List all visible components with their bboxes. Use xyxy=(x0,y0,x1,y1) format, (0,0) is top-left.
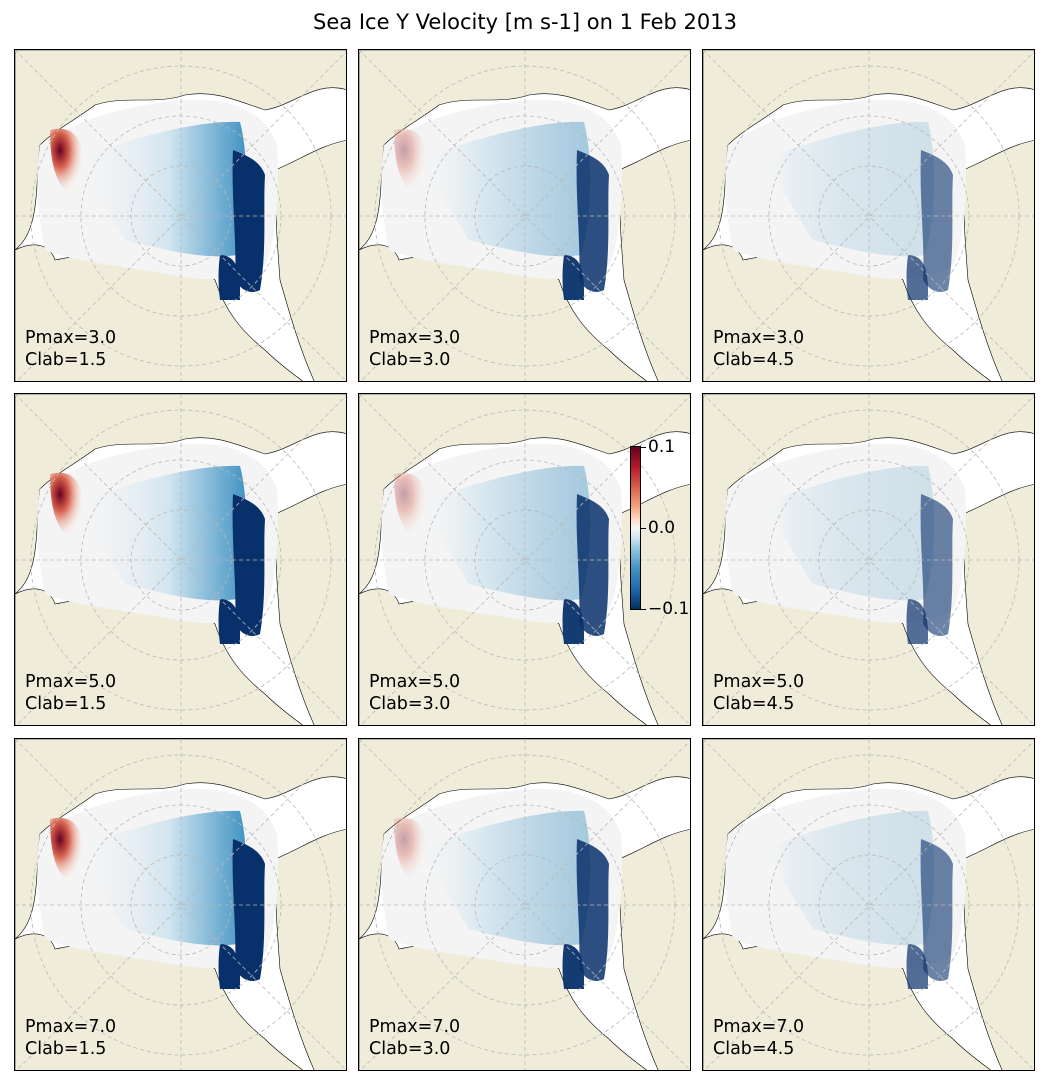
colorbar-tick xyxy=(641,447,646,448)
colorbar-tick-label-zero: 0.0 xyxy=(648,518,676,538)
panel-parameter-label: Pmax=5.0 Clab=3.0 xyxy=(369,672,461,714)
panel-parameter-label: Pmax=7.0 Clab=1.5 xyxy=(25,1017,117,1059)
map-panel: Pmax=5.0 Clab=4.5 xyxy=(702,393,1035,726)
panel-parameter-label: Pmax=3.0 Clab=3.0 xyxy=(369,328,461,370)
map-panel: Pmax=3.0 Clab=1.5 xyxy=(14,49,347,382)
map-panel: Pmax=5.0 Clab=1.5 xyxy=(14,393,347,726)
colorbar-tick xyxy=(641,609,646,610)
map-panel: Pmax=3.0 Clab=4.5 xyxy=(702,49,1035,382)
arctic-map xyxy=(359,50,690,381)
map-panel: Pmax=7.0 Clab=1.5 xyxy=(14,738,347,1071)
arctic-map xyxy=(359,739,690,1070)
arctic-map xyxy=(15,50,346,381)
panel-parameter-label: Pmax=7.0 Clab=3.0 xyxy=(369,1017,461,1059)
arctic-map xyxy=(703,50,1034,381)
panel-parameter-label: Pmax=5.0 Clab=1.5 xyxy=(25,672,117,714)
colorbar-tick-label-max: 0.1 xyxy=(648,437,676,457)
panel-parameter-label: Pmax=3.0 Clab=4.5 xyxy=(713,328,805,370)
colorbar-tick xyxy=(641,528,646,529)
arctic-map xyxy=(15,394,346,725)
panel-parameter-label: Pmax=3.0 Clab=1.5 xyxy=(25,328,117,370)
map-panel: Pmax=7.0 Clab=3.0 xyxy=(358,738,691,1071)
colorbar xyxy=(630,446,641,610)
figure-title: Sea Ice Y Velocity [m s-1] on 1 Feb 2013 xyxy=(313,10,737,34)
arctic-map xyxy=(703,739,1034,1070)
arctic-map xyxy=(703,394,1034,725)
panel-parameter-label: Pmax=7.0 Clab=4.5 xyxy=(713,1017,805,1059)
map-panel: Pmax=3.0 Clab=3.0 xyxy=(358,49,691,382)
map-panel: Pmax=7.0 Clab=4.5 xyxy=(702,738,1035,1071)
colorbar-tick-label-min: −0.1 xyxy=(648,599,690,619)
arctic-map xyxy=(15,739,346,1070)
panel-parameter-label: Pmax=5.0 Clab=4.5 xyxy=(713,672,805,714)
map-panel: Pmax=5.0 Clab=3.0 xyxy=(358,393,691,726)
